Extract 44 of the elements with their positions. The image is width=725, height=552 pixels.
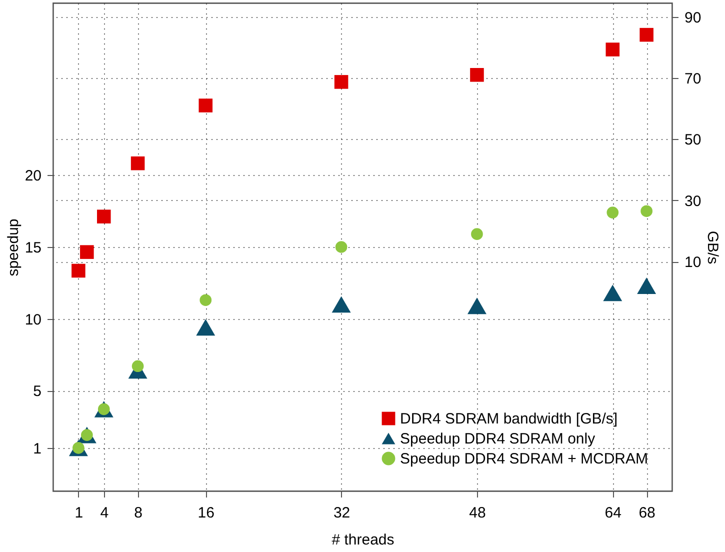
point <box>200 294 212 306</box>
y2-tick-label: 50 <box>684 132 702 149</box>
y-tick-label: 10 <box>24 311 42 328</box>
point <box>72 264 86 278</box>
point <box>603 284 622 302</box>
y-tick-label: 15 <box>24 240 42 256</box>
legend-label: DDR4 SDRAM bandwidth [GB/s] <box>400 410 618 428</box>
point <box>334 75 348 89</box>
x-tick-label: 68 <box>638 504 656 522</box>
y2-tick-label: 90 <box>684 9 702 26</box>
y2-tick-label: 10 <box>684 254 702 272</box>
point <box>132 360 144 372</box>
y2-tick-label: 70 <box>684 70 702 88</box>
point <box>467 298 486 314</box>
point <box>335 241 348 253</box>
legend-label: Speedup DDR4 SDRAM + MCDRAM <box>400 450 648 468</box>
point <box>196 319 216 336</box>
point <box>471 228 483 240</box>
point <box>640 205 652 218</box>
x-tick-label: 8 <box>134 504 142 522</box>
x-tick-label: 64 <box>604 504 622 522</box>
point <box>80 245 94 259</box>
legend-label: Speedup DDR4 SDRAM only <box>400 430 596 448</box>
point <box>96 210 111 224</box>
x-tick-label: 48 <box>469 504 486 522</box>
point <box>198 98 213 112</box>
x-tick-label: 4 <box>100 504 109 522</box>
y-tick-label: 1 <box>33 440 42 458</box>
x-tick-label: 1 <box>74 504 84 522</box>
point <box>332 296 351 313</box>
point <box>637 278 656 294</box>
point <box>130 156 145 170</box>
point <box>606 206 619 218</box>
x-tick-label: 32 <box>333 504 350 522</box>
point <box>470 68 484 82</box>
point <box>606 42 620 56</box>
y-tick-label: 20 <box>24 168 42 185</box>
x-axis-title: # threads <box>332 532 394 548</box>
y2-tick-label: 30 <box>684 192 702 210</box>
x-tick-label: 16 <box>198 504 214 522</box>
y2-axis-title: GB/s <box>704 230 722 264</box>
y-axis-title: speedup <box>4 218 22 276</box>
y-tick-label: 5 <box>33 383 42 400</box>
point <box>640 28 654 42</box>
